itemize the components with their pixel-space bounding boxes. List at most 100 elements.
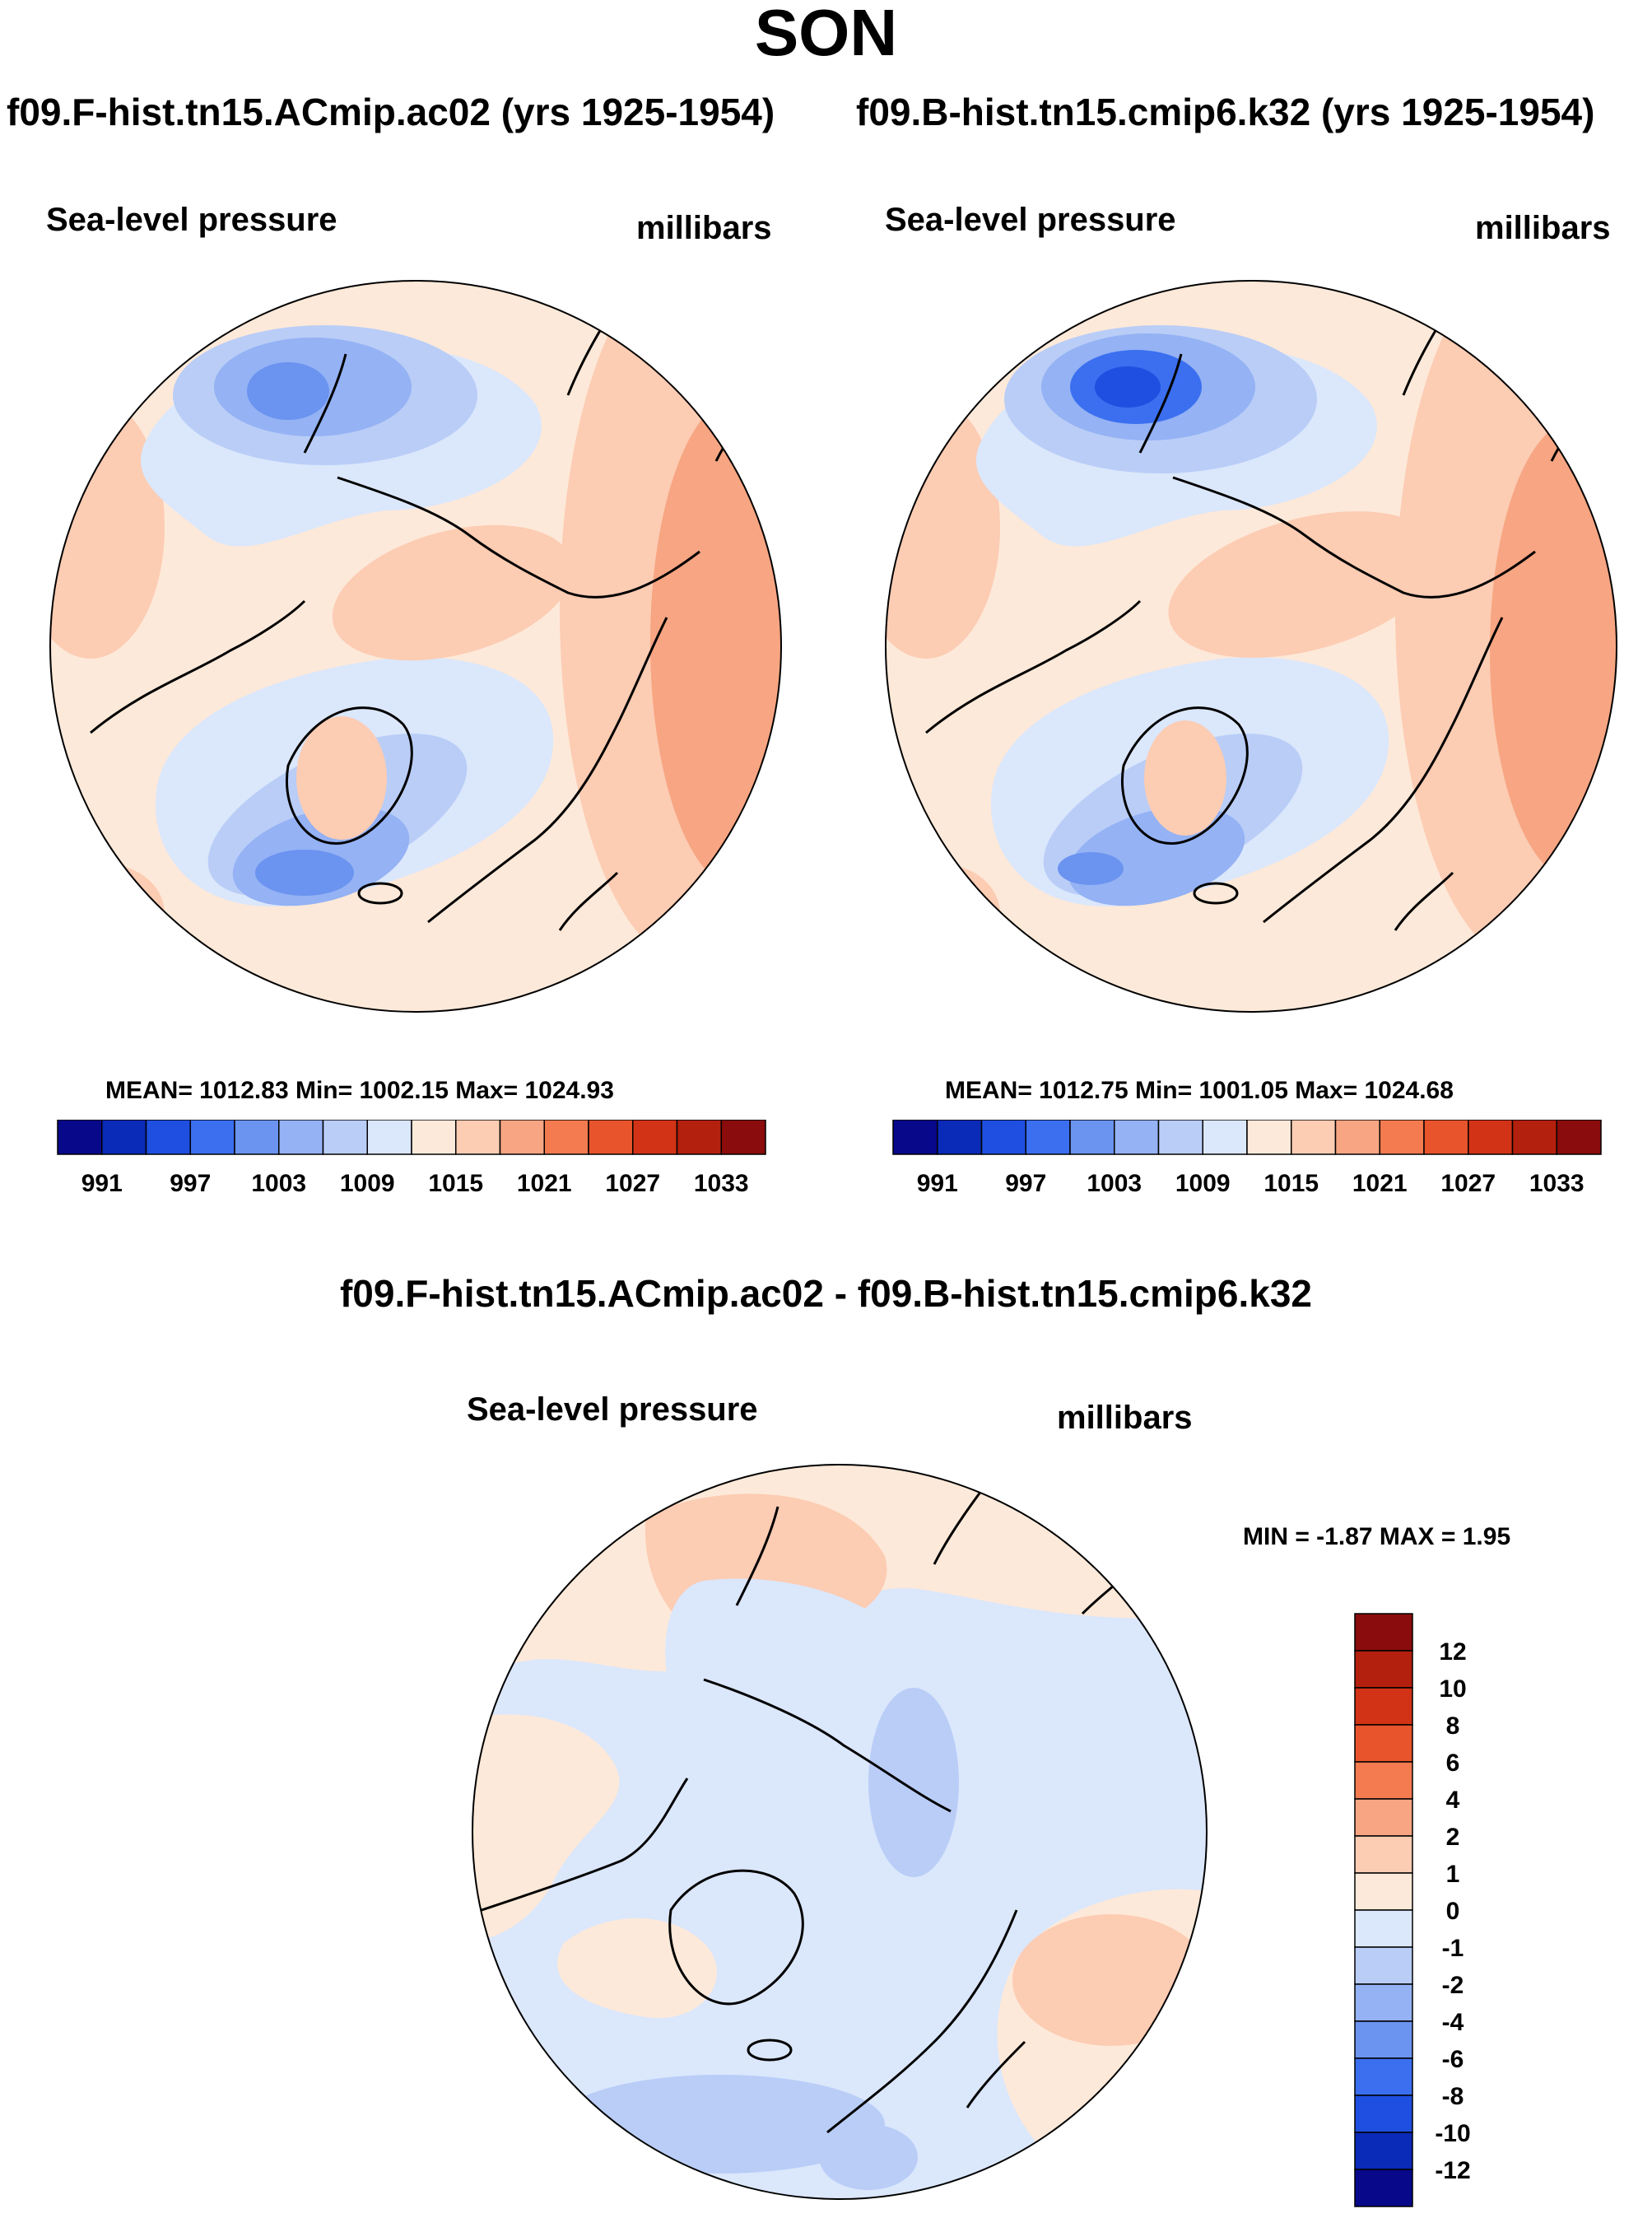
colorbar-box xyxy=(1511,1120,1557,1155)
colorbar-tick-label: 1009 xyxy=(1175,1170,1231,1197)
colorbar-box xyxy=(1354,2057,1413,2096)
panel-1-colorbar: 991 997 1003 1009 1015 1021 1027 1033 xyxy=(57,1120,766,1197)
colorbar-box xyxy=(455,1120,501,1155)
panel-2-variable: Sea-level pressure xyxy=(885,202,1176,238)
contour-level-8 xyxy=(557,1918,717,2019)
contour-level-6 xyxy=(819,2124,918,2190)
contour-level-8 xyxy=(472,1714,620,1943)
colorbar-box xyxy=(411,1120,457,1155)
colorbar-box xyxy=(720,1120,766,1155)
colorbar-tick-label: 1033 xyxy=(694,1170,749,1197)
colorbar-tick-label: 1021 xyxy=(517,1170,572,1197)
panel-1-units: millibars xyxy=(636,210,772,246)
colorbar-tick-label: -10 xyxy=(1435,2120,1470,2147)
panel-2-stats: MEAN= 1012.75 Min= 1001.05 Max= 1024.68 xyxy=(945,1077,1454,1104)
colorbar-box xyxy=(543,1120,589,1155)
colorbar-box xyxy=(1354,2169,1413,2207)
title-left-run: f09.F-hist.tn15.ACmip.ac02 (yrs 1925-195… xyxy=(7,91,775,133)
panel-1-stats: MEAN= 1012.83 Min= 1002.15 Max= 1024.93 xyxy=(105,1077,614,1104)
contour-level-4 xyxy=(255,850,354,896)
colorbar-box xyxy=(1556,1120,1602,1155)
colorbar-tick-label: -4 xyxy=(1442,2009,1464,2036)
colorbar-box xyxy=(1379,1120,1425,1155)
panel-1-map xyxy=(49,280,782,1013)
contour-level-10 xyxy=(650,395,781,889)
colorbar-tick-label: 1027 xyxy=(605,1170,660,1197)
contour-level-4 xyxy=(1058,852,1124,885)
panel-2-coastlines xyxy=(925,281,1603,931)
colorbar-tick-label: 997 xyxy=(1005,1170,1046,1197)
colorbar-box xyxy=(234,1120,280,1155)
colorbar-box xyxy=(1114,1120,1160,1155)
colorbar-box xyxy=(1423,1120,1469,1155)
colorbar-box xyxy=(937,1120,983,1155)
season-title: SON xyxy=(754,0,898,69)
contour-level-6 xyxy=(868,1688,959,1877)
colorbar-box xyxy=(892,1120,938,1155)
panel-2-units: millibars xyxy=(1475,210,1611,246)
colorbar-box xyxy=(632,1120,678,1155)
colorbar-tick-label: -6 xyxy=(1442,2046,1464,2073)
colorbar-box xyxy=(1354,2132,1413,2170)
panel-3-variable: Sea-level pressure xyxy=(467,1391,758,1428)
colorbar-tick-label: 991 xyxy=(81,1170,123,1197)
colorbar-tick-label: 1027 xyxy=(1440,1170,1496,1197)
colorbar-box xyxy=(1354,1835,1413,1874)
colorbar-box xyxy=(1025,1120,1071,1155)
contour-level-10 xyxy=(1490,420,1617,881)
colorbar-tick-label: 1033 xyxy=(1529,1170,1585,1197)
colorbar-tick-label: -8 xyxy=(1442,2083,1464,2110)
difference-title: f09.F-hist.tn15.ACmip.ac02 - f09.B-hist.… xyxy=(339,1272,1313,1315)
contour-level-9 xyxy=(1144,720,1226,836)
colorbar-box xyxy=(1354,1650,1413,1689)
panel-2-map xyxy=(885,280,1617,1013)
colorbar-box xyxy=(1334,1120,1380,1155)
contour-level-9 xyxy=(296,716,387,840)
colorbar-tick-label: 997 xyxy=(170,1170,211,1197)
panel-3-map xyxy=(472,1464,1208,2200)
colorbar-tick-label: 12 xyxy=(1439,1638,1466,1666)
colorbar-tick-label: 1 xyxy=(1446,1861,1460,1888)
colorbar-tick-label: -12 xyxy=(1435,2157,1470,2184)
contour-level-4 xyxy=(247,362,329,420)
colorbar-box xyxy=(1202,1120,1248,1155)
colorbar-tick-label: 8 xyxy=(1446,1712,1460,1740)
colorbar-box xyxy=(57,1120,103,1155)
colorbar-box xyxy=(278,1120,324,1155)
panel-3-units: millibars xyxy=(1057,1400,1193,1436)
colorbar-box xyxy=(1354,1687,1413,1726)
colorbar-box xyxy=(145,1120,191,1155)
colorbar-box xyxy=(1354,1798,1413,1837)
colorbar-tick-label: 4 xyxy=(1446,1787,1460,1814)
colorbar-box xyxy=(1069,1120,1115,1155)
panel-1-coastlines xyxy=(90,281,767,931)
panel-3-contours xyxy=(472,1465,1207,2199)
panel-3-map-border xyxy=(472,1464,1208,2200)
colorbar-tick-label: 1021 xyxy=(1352,1170,1408,1197)
colorbar-box xyxy=(1291,1120,1337,1155)
colorbar-tick-label: 1015 xyxy=(428,1170,483,1197)
colorbar-box xyxy=(1354,1724,1413,1763)
colorbar-tick-label: 1015 xyxy=(1263,1170,1319,1197)
colorbar-box xyxy=(499,1120,545,1155)
colorbar-box xyxy=(101,1120,147,1155)
panel-2-colorbar: 991 997 1003 1009 1015 1021 1027 1033 xyxy=(892,1120,1602,1197)
contour-level-9 xyxy=(50,864,165,963)
contour-level-9 xyxy=(332,524,574,661)
panel-1-variable: Sea-level pressure xyxy=(46,202,337,238)
contour-level-9 xyxy=(1012,1914,1207,2046)
colorbar-tick-label: 1003 xyxy=(1087,1170,1142,1197)
contour-level-9 xyxy=(886,864,1000,963)
contour-level-2 xyxy=(1095,366,1161,408)
colorbar-tick-label: 6 xyxy=(1446,1750,1460,1777)
panel-3-coastlines xyxy=(481,1465,1150,2134)
colorbar-tick-label: 2 xyxy=(1446,1824,1460,1851)
colorbar-box xyxy=(1354,1983,1413,2022)
colorbar-tick-label: 0 xyxy=(1446,1898,1460,1925)
colorbar-box xyxy=(588,1120,634,1155)
colorbar-box xyxy=(1354,1613,1413,1652)
colorbar-box xyxy=(1354,2020,1413,2059)
colorbar-box xyxy=(1354,2095,1413,2133)
colorbar-box xyxy=(1246,1120,1292,1155)
colorbar-tick-label: 991 xyxy=(917,1170,958,1197)
